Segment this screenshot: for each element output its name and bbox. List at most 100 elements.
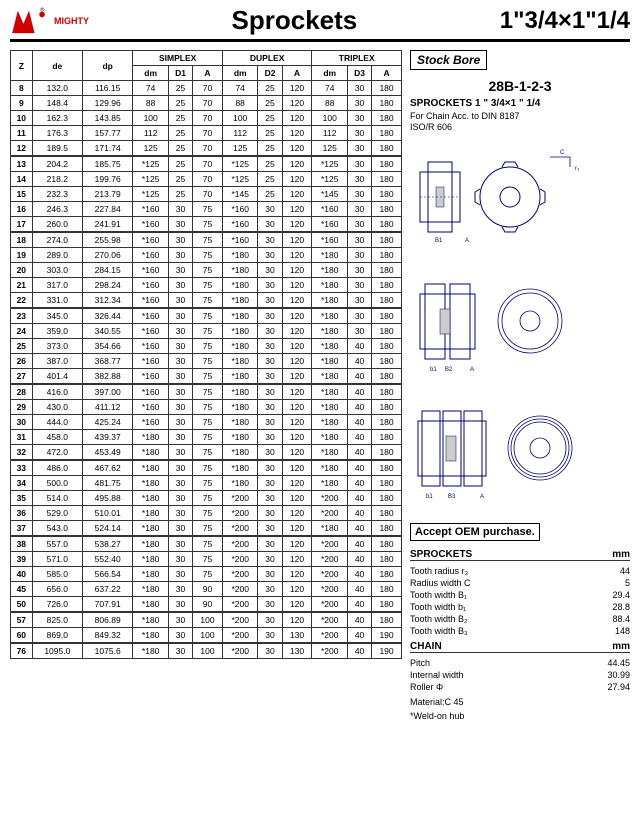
cell: 246.3: [32, 202, 82, 217]
cell: 30: [258, 552, 282, 567]
cell: *160: [133, 217, 169, 233]
cell: *160: [133, 384, 169, 400]
tech-diagram-1: B1 A C r₃: [410, 138, 630, 259]
cell: 120: [282, 156, 312, 172]
cell: *160: [133, 369, 169, 385]
cell: 75: [193, 248, 223, 263]
cell: 75: [193, 521, 223, 537]
cell: 75: [193, 567, 223, 582]
cell: 120: [282, 96, 312, 111]
cell: 120: [282, 202, 312, 217]
cell: 30: [168, 293, 192, 309]
cell: 40: [11, 567, 33, 582]
cell: 190: [372, 628, 402, 644]
cell: *125: [222, 172, 258, 187]
cell: *180: [312, 460, 348, 476]
table-row: 17260.0241.91*1603075*16030120*16030180: [11, 217, 402, 233]
cell: *160: [312, 232, 348, 248]
cell: *180: [312, 430, 348, 445]
cell: 524.14: [83, 521, 133, 537]
cell: *160: [222, 232, 258, 248]
cell: *160: [312, 202, 348, 217]
cell: *180: [312, 415, 348, 430]
cell: 30: [258, 308, 282, 324]
cell: 312.34: [83, 293, 133, 309]
cell: 40: [348, 400, 372, 415]
cell: *160: [312, 217, 348, 233]
cell: 88: [312, 96, 348, 111]
cell: 30: [168, 628, 192, 644]
cell: 180: [372, 111, 402, 126]
cell: 453.49: [83, 445, 133, 461]
cell: 40: [348, 430, 372, 445]
cell: 25: [11, 339, 33, 354]
cell: 30: [258, 597, 282, 613]
cell: 30: [168, 248, 192, 263]
cell: 75: [193, 506, 223, 521]
mm-hdr: mm: [612, 549, 630, 560]
cell: 70: [193, 156, 223, 172]
cell: 23: [11, 308, 33, 324]
cell: 25: [258, 156, 282, 172]
cell: 571.0: [32, 552, 82, 567]
svg-text:C: C: [560, 150, 565, 156]
col-sub: A: [282, 66, 312, 81]
cell: 30: [168, 476, 192, 491]
cell: 25: [258, 126, 282, 141]
cell: 14: [11, 172, 33, 187]
cell: 75: [193, 536, 223, 552]
cell: 76: [11, 643, 33, 659]
cell: 129.96: [83, 96, 133, 111]
table-row: 25373.0354.66*1603075*18030120*18040180: [11, 339, 402, 354]
cell: 88: [133, 96, 169, 111]
table-row: 57825.0806.89*18030100*20030120*20040180: [11, 612, 402, 628]
cell: 18: [11, 232, 33, 248]
cell: 481.75: [83, 476, 133, 491]
cell: 120: [282, 536, 312, 552]
cell: 25: [258, 187, 282, 202]
cell: 40: [348, 552, 372, 567]
cell: 120: [282, 400, 312, 415]
cell: *200: [222, 597, 258, 613]
spec-title: SPROCKETS 1 " 3/4×1 " 1/4: [410, 98, 630, 109]
cell: 180: [372, 81, 402, 96]
table-row: 10162.3143.8510025701002512010030180: [11, 111, 402, 126]
cell: 25: [258, 111, 282, 126]
sprocket-specs: Tooth radius r₃44Radius width C5Tooth wi…: [410, 565, 630, 637]
cell: *160: [133, 308, 169, 324]
cell: 31: [11, 430, 33, 445]
cell: *145: [312, 187, 348, 202]
cell: 30: [348, 278, 372, 293]
cell: 40: [348, 384, 372, 400]
cell: 180: [372, 202, 402, 217]
cell: 30: [258, 521, 282, 537]
cell: 45: [11, 582, 33, 597]
cell: 100: [312, 111, 348, 126]
table-row: 9148.4129.9688257088251208830180: [11, 96, 402, 111]
cell: 30: [258, 354, 282, 369]
cell: 30: [348, 187, 372, 202]
cell: 70: [193, 126, 223, 141]
cell: 120: [282, 126, 312, 141]
cell: 39: [11, 552, 33, 567]
cell: 30: [258, 567, 282, 582]
cell: 125: [312, 141, 348, 157]
cell: 70: [193, 111, 223, 126]
cell: 869.0: [32, 628, 82, 644]
cell: *180: [133, 582, 169, 597]
cell: *180: [133, 597, 169, 613]
cell: *160: [133, 278, 169, 293]
cell: 120: [282, 324, 312, 339]
cell: 120: [282, 172, 312, 187]
cell: *180: [312, 521, 348, 537]
cell: 120: [282, 339, 312, 354]
cell: 30: [168, 369, 192, 385]
cell: 368.77: [83, 354, 133, 369]
cell: 180: [372, 187, 402, 202]
table-row: 23345.0326.44*1603075*18030120*18030180: [11, 308, 402, 324]
cell: 180: [372, 263, 402, 278]
cell: 120: [282, 476, 312, 491]
cell: 157.77: [83, 126, 133, 141]
cell: 40: [348, 415, 372, 430]
cell: 88: [222, 96, 258, 111]
